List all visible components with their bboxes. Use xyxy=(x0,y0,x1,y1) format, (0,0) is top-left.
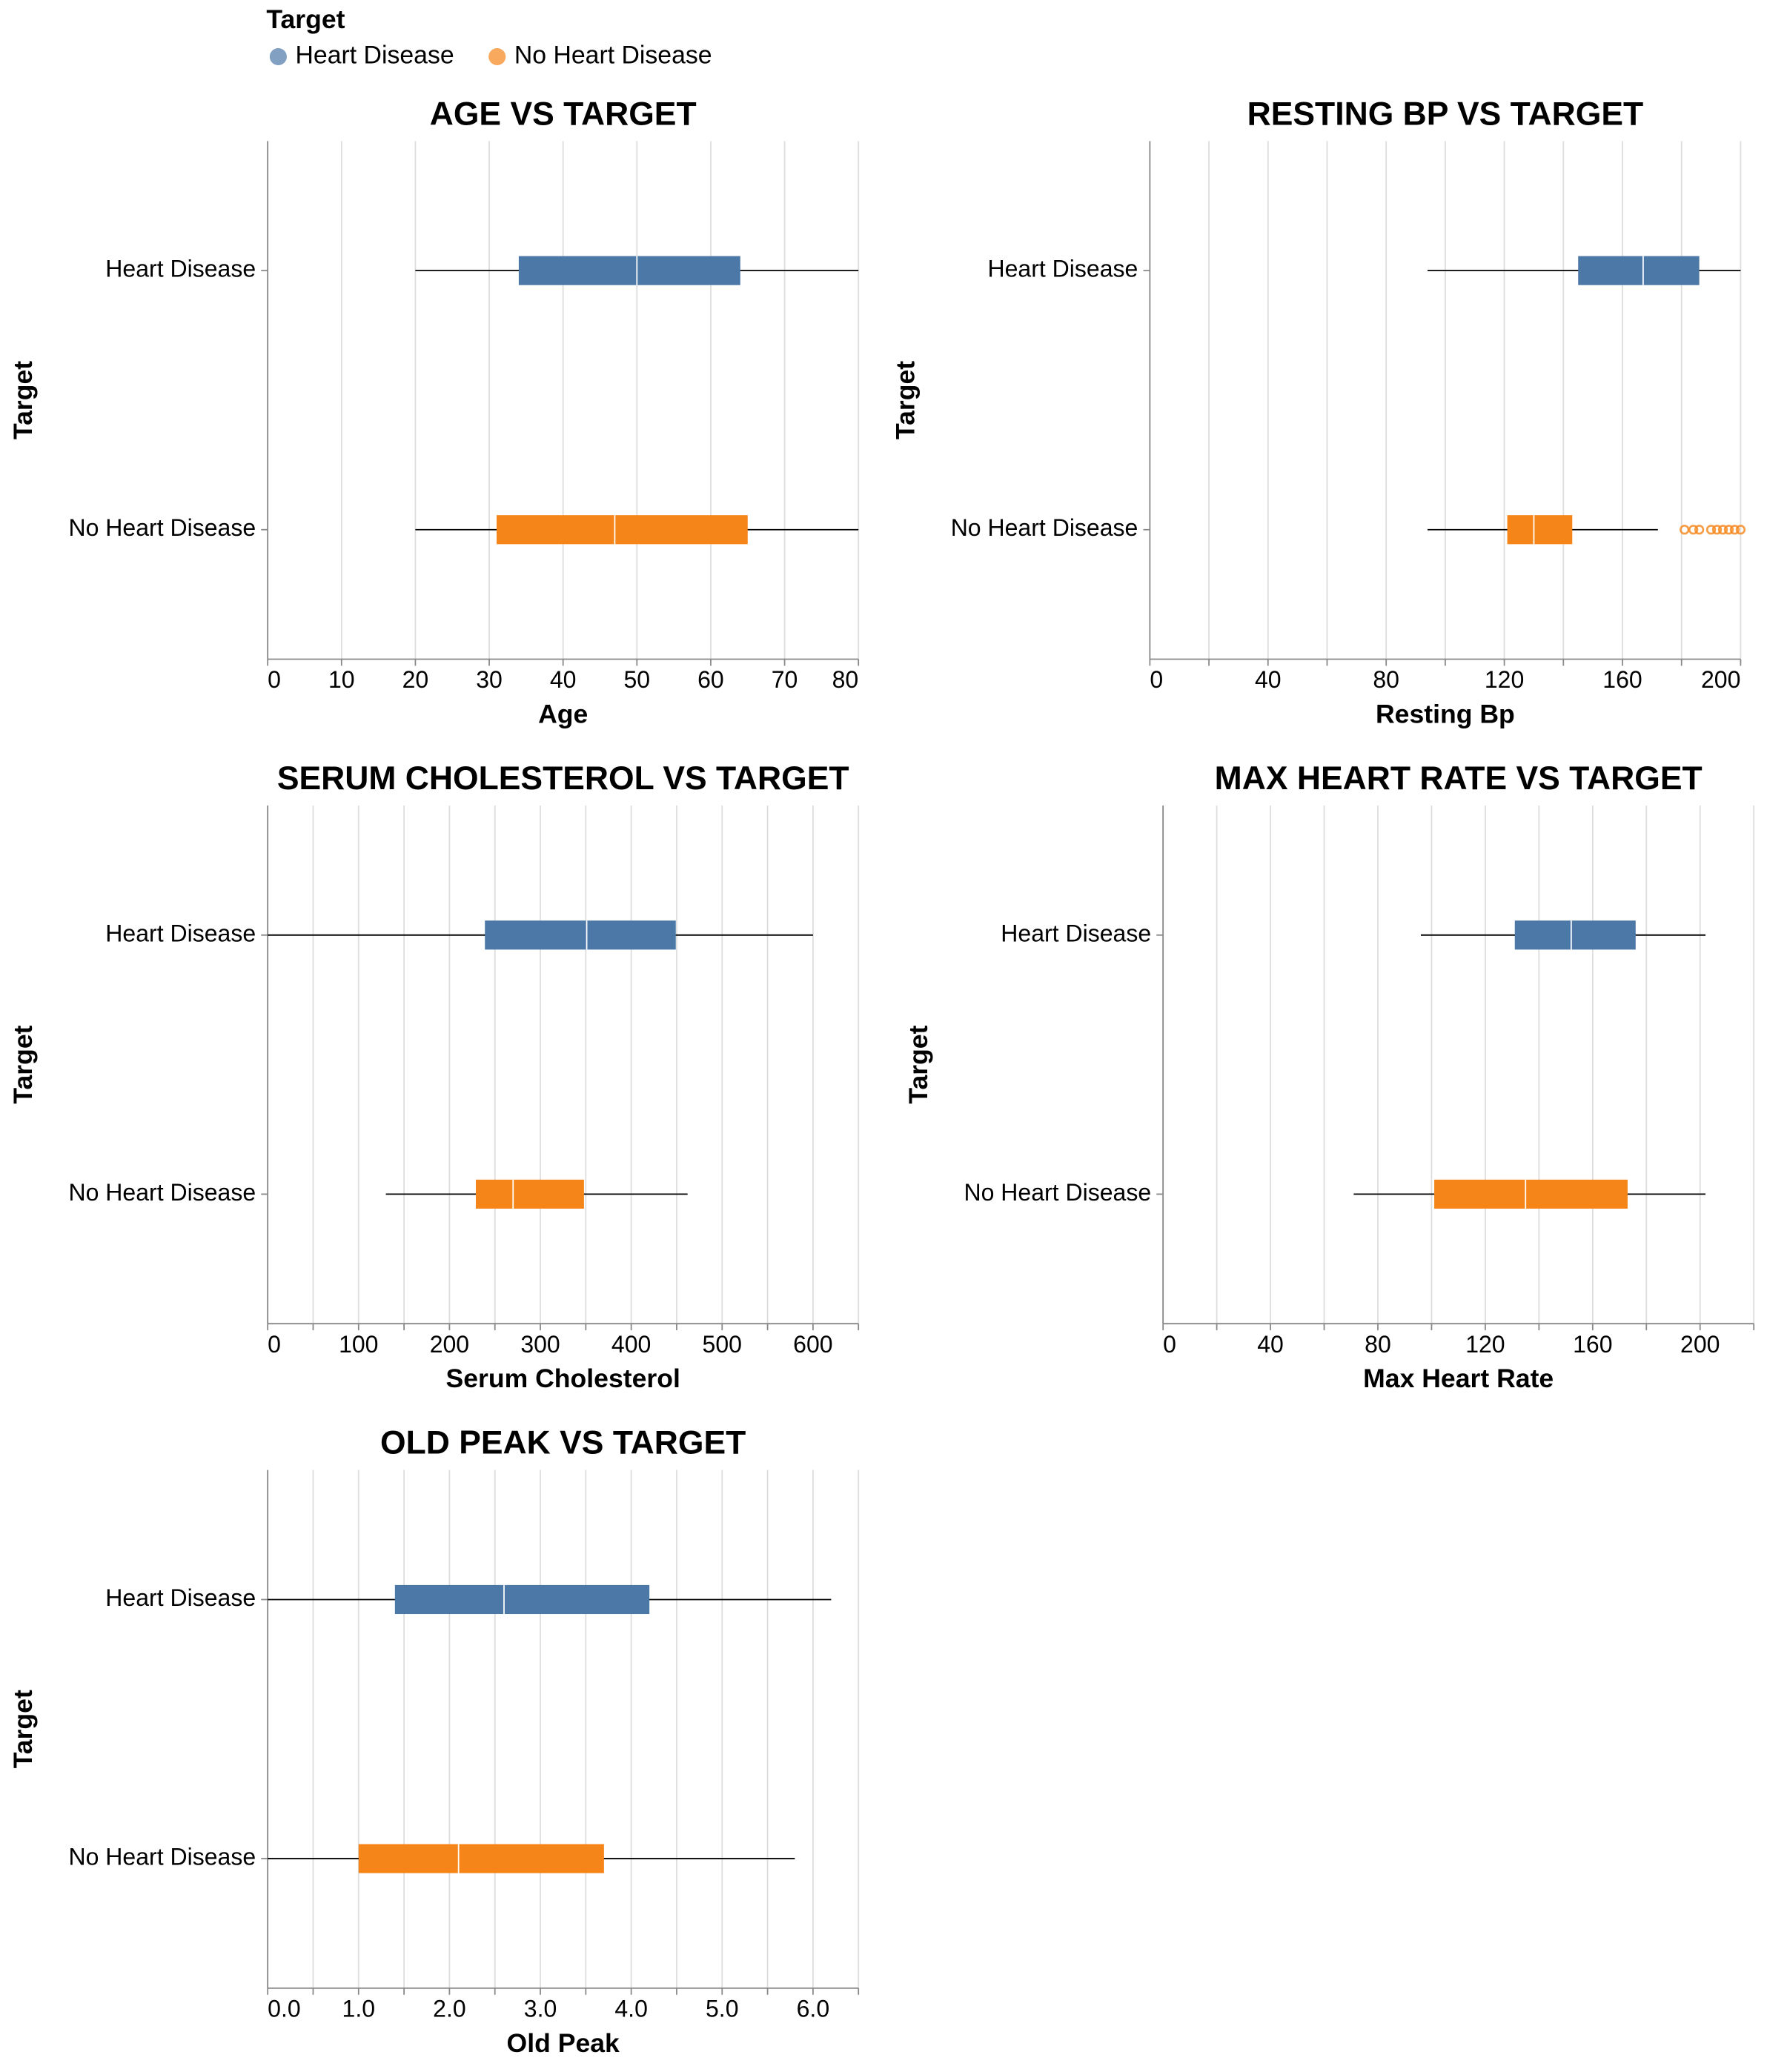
x-tick-label: 70 xyxy=(772,666,798,693)
x-tick-label: 600 xyxy=(793,1331,832,1358)
box xyxy=(1507,515,1573,545)
x-tick-label: 160 xyxy=(1602,666,1642,693)
y-tick-label: No Heart Disease xyxy=(68,1179,256,1206)
y-tick-label: Heart Disease xyxy=(105,920,256,946)
x-axis-title: Serum Cholesterol xyxy=(446,1364,680,1393)
x-tick-label: 1.0 xyxy=(342,1996,376,2022)
x-tick-label: 0 xyxy=(1163,1331,1176,1358)
legend-label: Heart Disease xyxy=(296,41,454,69)
x-tick-label: 20 xyxy=(402,666,429,693)
x-tick-label: 400 xyxy=(611,1331,651,1358)
y-axis-title: Target xyxy=(8,1025,38,1103)
chart-title: RESTING BP VS TARGET xyxy=(1247,96,1644,132)
y-tick-label: Heart Disease xyxy=(988,256,1138,282)
outlier xyxy=(1723,525,1734,535)
x-axis-title: Old Peak xyxy=(507,2028,620,2058)
box xyxy=(1434,1179,1628,1209)
x-tick-label: 200 xyxy=(1680,1331,1720,1358)
x-tick-label: 100 xyxy=(339,1331,378,1358)
x-tick-label: 0 xyxy=(268,1331,281,1358)
legend-symbol xyxy=(488,47,506,66)
x-axis-title: Age xyxy=(538,699,588,728)
x-tick-label: 6.0 xyxy=(797,1996,830,2022)
y-axis-title: Target xyxy=(8,361,38,439)
box xyxy=(497,515,748,545)
x-axis-title: Resting Bp xyxy=(1376,699,1515,728)
legend-symbol xyxy=(269,47,287,66)
x-tick-label: 0 xyxy=(268,666,281,693)
y-axis-title: Target xyxy=(8,1690,38,1768)
y-tick-label: No Heart Disease xyxy=(68,1844,256,1870)
box xyxy=(475,1179,584,1209)
box xyxy=(358,1844,604,1873)
x-tick-label: 60 xyxy=(697,666,724,693)
y-tick-label: Heart Disease xyxy=(105,1584,256,1611)
x-tick-label: 80 xyxy=(1365,1331,1391,1358)
x-tick-label: 80 xyxy=(832,666,859,693)
outlier xyxy=(1735,525,1746,535)
outlier xyxy=(1717,525,1728,535)
x-tick-label: 50 xyxy=(623,666,650,693)
x-tick-label: 0 xyxy=(1150,666,1163,693)
y-axis-title: Target xyxy=(890,361,920,439)
y-axis-title: Target xyxy=(904,1025,933,1103)
x-tick-label: 300 xyxy=(520,1331,560,1358)
x-tick-label: 500 xyxy=(703,1331,742,1358)
x-tick-label: 120 xyxy=(1485,666,1524,693)
legend-title: Target xyxy=(266,4,345,34)
box xyxy=(394,1584,650,1615)
x-tick-label: 40 xyxy=(550,666,577,693)
chart-title: OLD PEAK VS TARGET xyxy=(380,1425,746,1461)
x-tick-label: 80 xyxy=(1373,666,1399,693)
x-tick-label: 3.0 xyxy=(524,1996,557,2022)
y-tick-label: No Heart Disease xyxy=(964,1179,1151,1206)
outlier xyxy=(1729,525,1740,535)
x-tick-label: 40 xyxy=(1255,666,1282,693)
x-tick-label: 40 xyxy=(1257,1331,1284,1358)
x-tick-label: 200 xyxy=(1701,666,1740,693)
x-tick-label: 0.0 xyxy=(268,1996,301,2022)
outlier xyxy=(1705,525,1717,535)
y-tick-label: No Heart Disease xyxy=(68,514,256,541)
outlier xyxy=(1688,525,1699,535)
chart-title: AGE VS TARGET xyxy=(430,96,697,132)
x-tick-label: 200 xyxy=(430,1331,469,1358)
legend-label: No Heart Disease xyxy=(514,41,712,69)
box xyxy=(518,256,740,285)
box xyxy=(1578,256,1700,285)
outlier xyxy=(1711,525,1723,535)
y-tick-label: No Heart Disease xyxy=(951,514,1138,541)
x-tick-label: 5.0 xyxy=(706,1996,739,2022)
y-tick-label: Heart Disease xyxy=(1001,920,1151,946)
x-tick-label: 160 xyxy=(1573,1331,1612,1358)
x-tick-label: 10 xyxy=(328,666,355,693)
x-tick-label: 120 xyxy=(1465,1331,1505,1358)
x-tick-label: 2.0 xyxy=(433,1996,466,2022)
chart-title: SERUM CHOLESTEROL VS TARGET xyxy=(277,760,849,797)
x-tick-label: 4.0 xyxy=(614,1996,648,2022)
x-axis-title: Max Heart Rate xyxy=(1363,1364,1554,1393)
y-tick-label: Heart Disease xyxy=(105,256,256,282)
chart-title: MAX HEART RATE VS TARGET xyxy=(1215,760,1703,797)
x-tick-label: 30 xyxy=(476,666,503,693)
outlier xyxy=(1694,525,1705,535)
box xyxy=(1514,920,1636,950)
box xyxy=(485,920,676,950)
